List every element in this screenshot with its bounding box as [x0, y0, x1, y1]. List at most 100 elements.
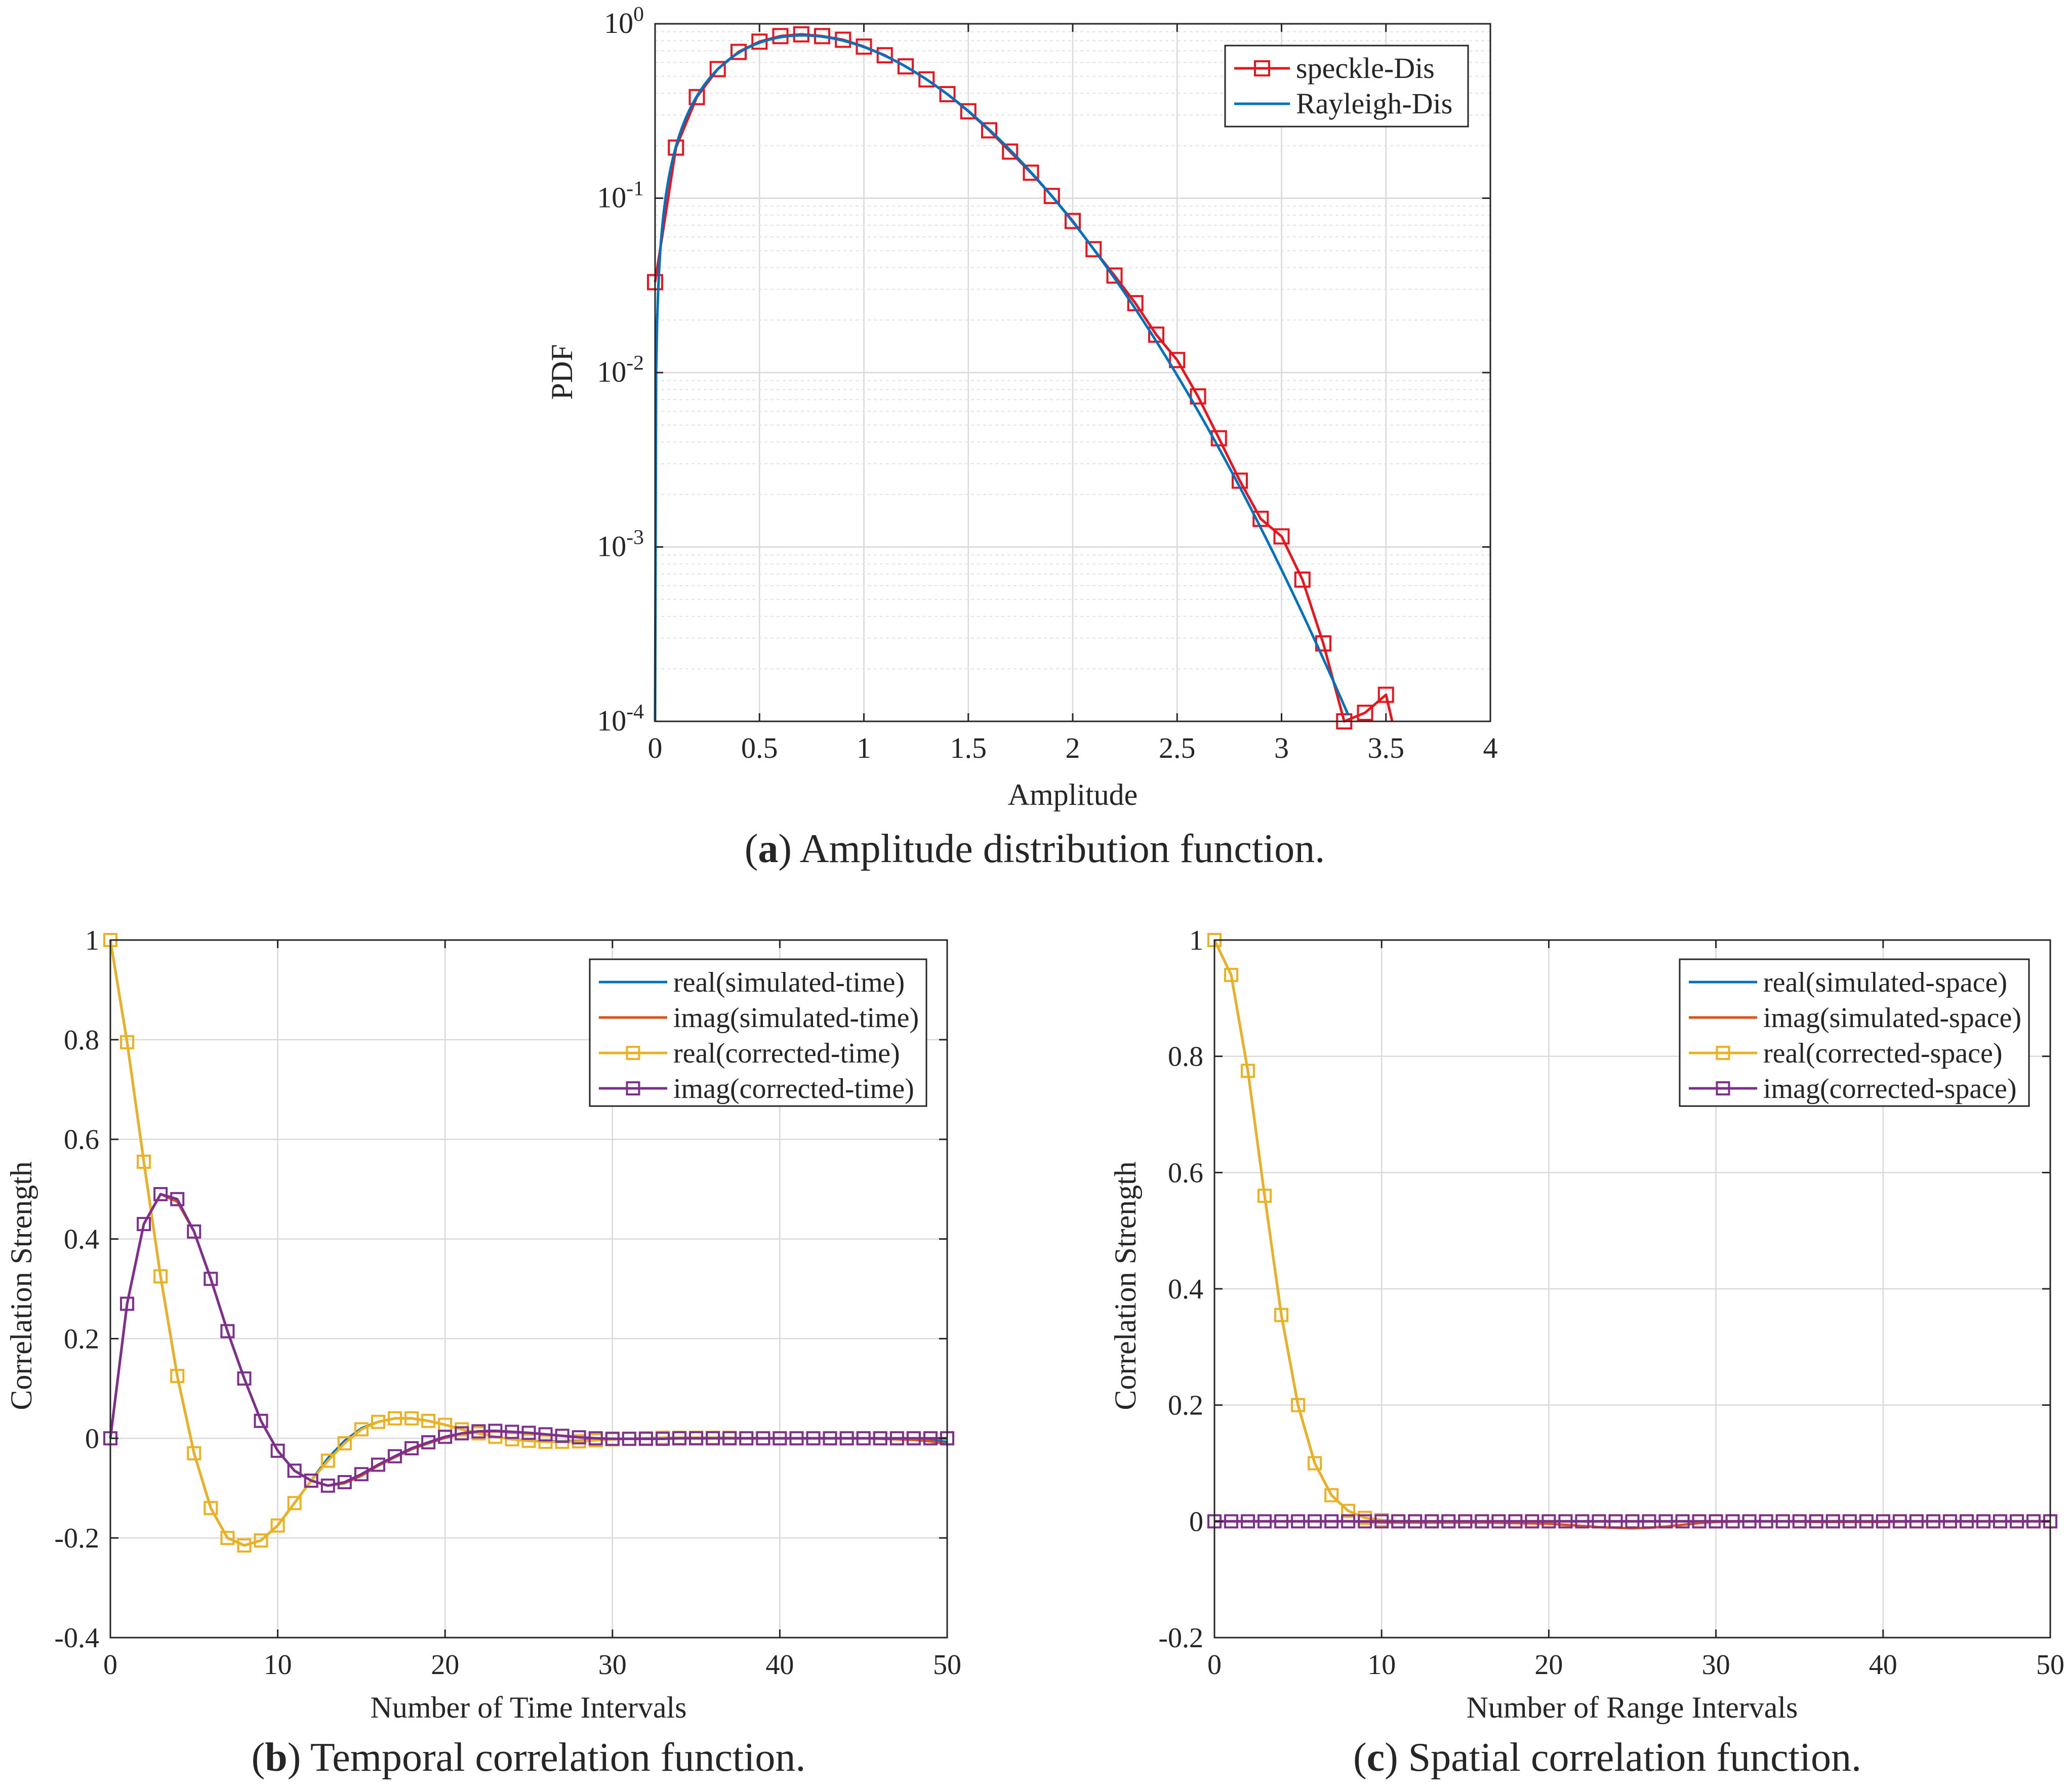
y-tick-label: 0.2 — [1168, 1390, 1203, 1421]
data-point — [220, 1531, 235, 1545]
data-point — [918, 71, 935, 88]
y-tick-exponent: 0 — [633, 3, 644, 26]
data-point — [1441, 1514, 1456, 1529]
legend-entry: imag(simulated-space) — [1689, 1002, 2021, 1034]
data-point — [254, 1533, 268, 1548]
y-tick-label: 10-4 — [597, 700, 644, 737]
legend: real(simulated-time) imag(simulated-time)… — [589, 958, 927, 1107]
series-line — [654, 34, 1350, 722]
x-tick-label: 0.5 — [741, 731, 778, 764]
legend-entry: speckle-Dis — [1234, 52, 1435, 85]
legend-label: imag(simulated-time) — [673, 1002, 919, 1034]
x-tick-label: 10 — [264, 1649, 292, 1681]
data-point — [1257, 1514, 1272, 1529]
data-point — [1425, 1514, 1439, 1529]
data-point — [739, 1431, 754, 1446]
legend-entry: imag(simulated-time) — [599, 1002, 919, 1034]
data-point — [1274, 1308, 1289, 1322]
data-point — [371, 1457, 385, 1472]
data-point — [1959, 1514, 1974, 1529]
data-point — [354, 1422, 369, 1437]
legend-marker — [1716, 1081, 1730, 1095]
data-point — [170, 1192, 185, 1206]
x-axis: 0 0.5 1 1.5 2 2.5 3 3.5 4 — [648, 24, 1498, 764]
legend-marker — [1254, 60, 1270, 76]
data-point — [137, 1217, 151, 1232]
legend-box — [589, 958, 927, 1107]
data-point — [220, 1324, 235, 1338]
data-point — [1358, 1514, 1372, 1529]
data-point — [1308, 1514, 1322, 1529]
data-point — [1892, 1514, 1907, 1529]
data-point — [806, 1431, 821, 1446]
data-point — [1241, 1064, 1255, 1078]
data-point — [153, 1269, 168, 1284]
legend-marker — [626, 1046, 640, 1060]
data-point — [1926, 1514, 1940, 1529]
data-point — [488, 1423, 503, 1438]
y-tick-label: 0 — [1189, 1506, 1203, 1537]
legend-entry: real(simulated-space) — [1689, 967, 2007, 998]
data-point — [187, 1224, 201, 1239]
data-point — [337, 1436, 352, 1451]
y-tick-label: 0 — [85, 1423, 99, 1454]
x-tick-label: 0 — [103, 1649, 117, 1681]
data-point — [856, 38, 872, 55]
data-point — [1065, 213, 1081, 229]
data-point — [304, 1473, 318, 1488]
data-point — [287, 1496, 302, 1511]
data-point — [254, 1413, 268, 1428]
y-tick-exponent: -4 — [626, 700, 644, 723]
data-point — [1377, 686, 1394, 703]
y-axis: -0.4 -0.2 0 0.2 0.4 0.6 0.8 1 — [54, 925, 947, 1654]
y-tick-exponent: -3 — [626, 526, 644, 549]
data-point — [1324, 1488, 1339, 1502]
y-tick-label: 10-2 — [597, 351, 644, 388]
y-axis-label: PDF — [545, 344, 579, 400]
legend-entry: real(corrected-time) — [599, 1038, 900, 1069]
x-axis-label: Number of Range Intervals — [1467, 1691, 1798, 1724]
y-axis-label: Correlation Strength — [1109, 1161, 1142, 1410]
y-tick-label: 0.8 — [1168, 1041, 1203, 1073]
x-tick-label: 50 — [933, 1649, 961, 1681]
data-point — [1294, 571, 1311, 588]
caption-text: ) Temporal correlation function. — [288, 1735, 806, 1780]
data-point — [1541, 1514, 1556, 1529]
data-point — [1210, 430, 1227, 446]
legend-label: real(corrected-time) — [673, 1038, 900, 1069]
x-tick-label: 4 — [1483, 731, 1498, 764]
data-point — [1608, 1514, 1623, 1529]
data-point — [1792, 1514, 1807, 1529]
x-tick-label: 2 — [1066, 731, 1080, 764]
y-tick-label: 0.2 — [64, 1323, 99, 1355]
data-point — [1224, 1514, 1239, 1529]
legend-label: imag(corrected-time) — [673, 1073, 914, 1105]
data-point — [1241, 1514, 1255, 1529]
data-point — [689, 1431, 704, 1446]
data-point — [270, 1443, 285, 1458]
data-point — [521, 1426, 536, 1440]
data-point — [538, 1427, 553, 1442]
data-point — [404, 1411, 419, 1426]
data-point — [1876, 1514, 1890, 1529]
data-point — [1592, 1514, 1606, 1529]
data-point — [1675, 1514, 1690, 1529]
data-point — [505, 1424, 519, 1439]
data-point — [1043, 188, 1060, 205]
x-tick-label: 1.5 — [950, 731, 987, 764]
data-point — [1759, 1514, 1773, 1529]
caption-open: ( — [745, 827, 758, 871]
y-axis: -0.2 0 0.2 0.4 0.6 0.8 1 — [1158, 925, 2050, 1654]
data-point — [668, 139, 684, 156]
y-tick-exponent: -1 — [626, 177, 644, 200]
data-point — [605, 1432, 620, 1446]
data-point — [856, 1431, 871, 1446]
series-imag(corrected-time) — [103, 1187, 954, 1493]
caption: (c) Spatial correlation function. — [1353, 1735, 1861, 1780]
data-point — [1558, 1514, 1573, 1529]
data-point — [672, 1431, 687, 1446]
x-tick-label: 30 — [598, 1649, 627, 1681]
data-point — [388, 1449, 402, 1463]
